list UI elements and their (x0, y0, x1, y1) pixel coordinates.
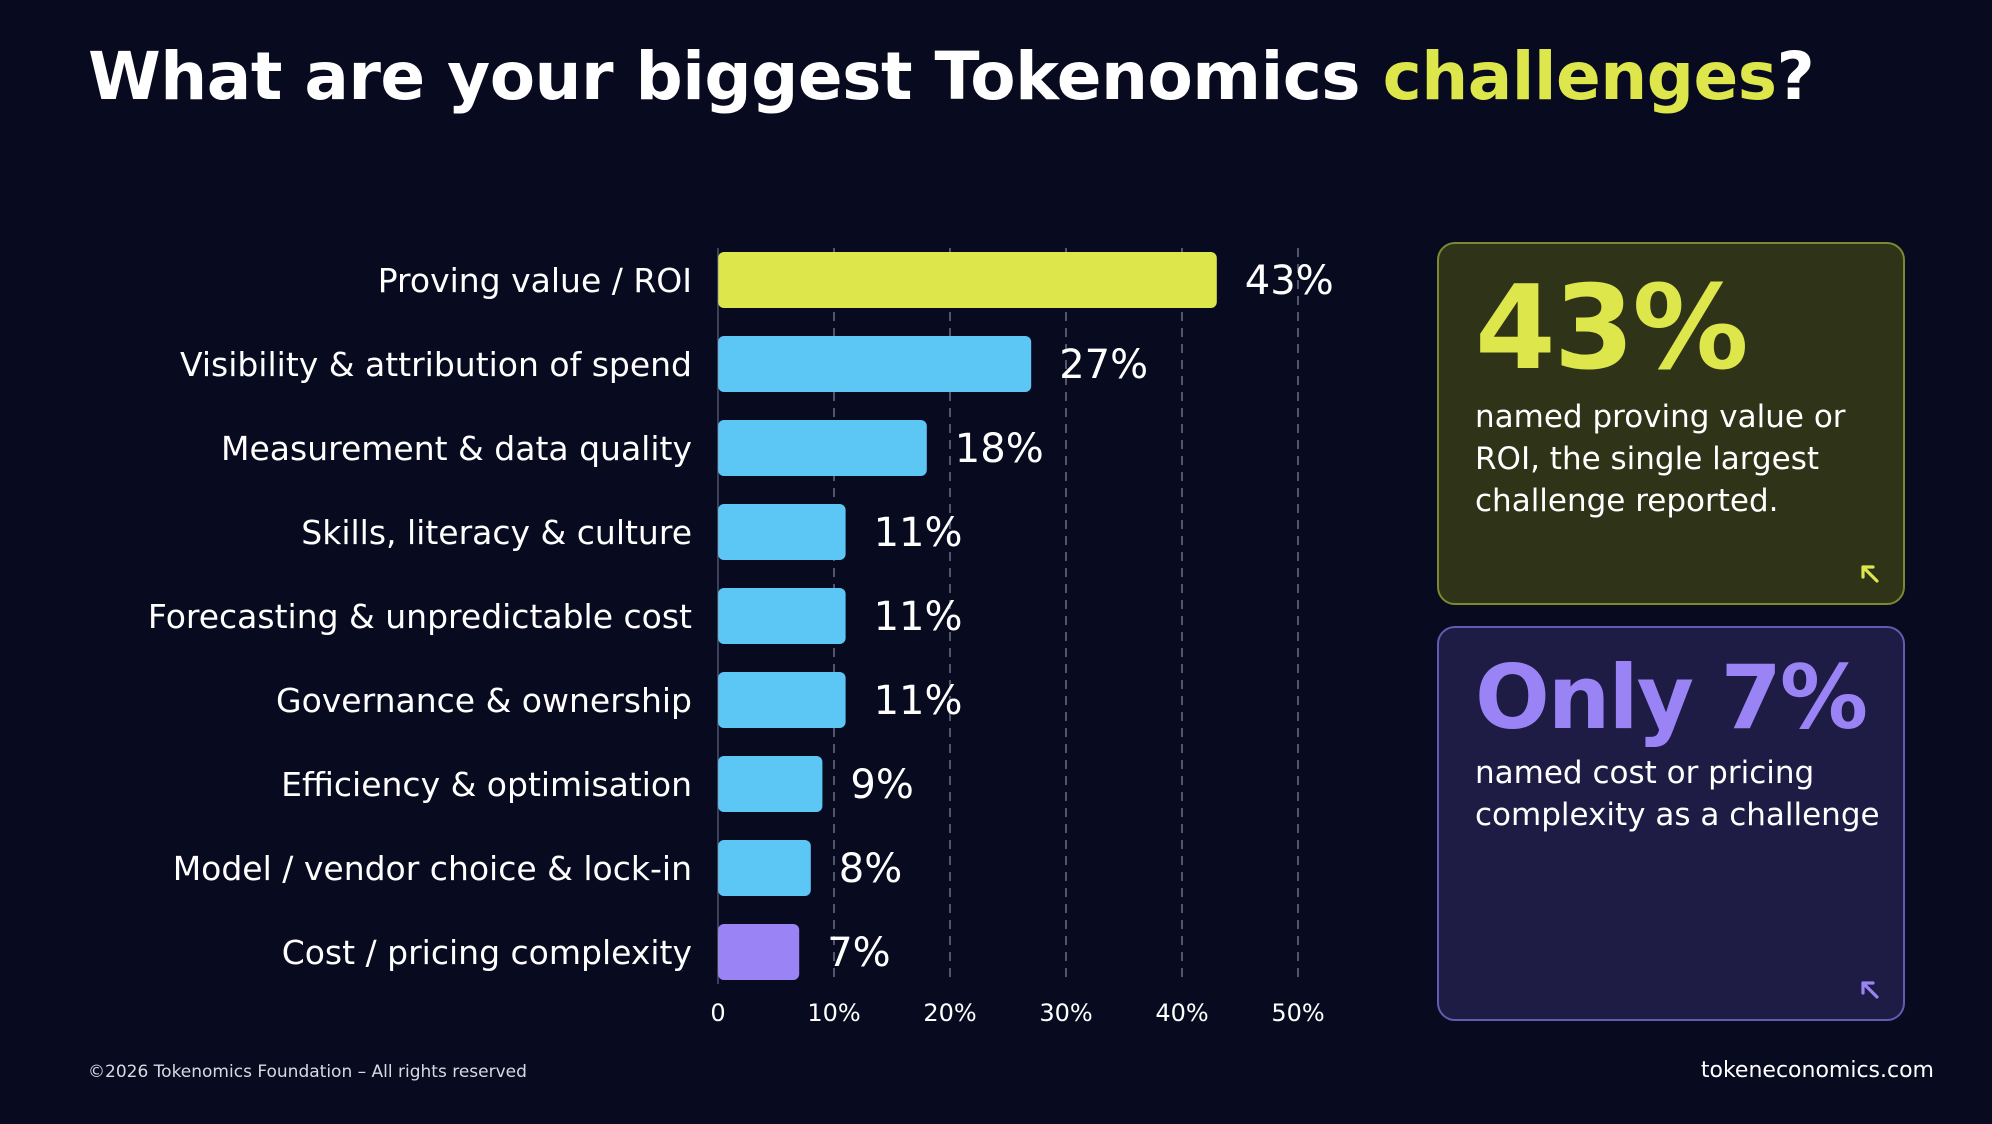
category-label-2: Visibility & attribution of spend (180, 345, 692, 384)
x-tick-label-30: 30% (1039, 999, 1092, 1027)
stat-card-roi-text: named proving value or ROI, the single l… (1475, 398, 1846, 519)
bar-6 (718, 672, 846, 728)
category-label-7: Efficiency & optimisation (281, 765, 692, 804)
category-label-8: Model / vendor choice & lock-in (173, 849, 692, 888)
value-label-2: 27% (1059, 342, 1148, 388)
stat-card-cost-text: named cost or pricing complexity as a ch… (1475, 755, 1880, 834)
value-label-7: 9% (850, 762, 913, 808)
bar-4 (718, 504, 846, 560)
category-label-9: Cost / pricing complexity (282, 933, 692, 972)
stat-card-roi: 43% named proving value or ROI, the sing… (1437, 242, 1905, 605)
category-label-5: Forecasting & unpredictable cost (148, 597, 692, 636)
stat-card-cost-value: Only 7% (1475, 646, 1868, 749)
footer-copyright: ©2026 Tokenomics Foundation – All rights… (88, 1062, 527, 1082)
category-label-3: Measurement & data quality (221, 429, 692, 468)
bar-1 (718, 252, 1217, 308)
x-tick-label-40: 40% (1155, 999, 1208, 1027)
value-label-9: 7% (827, 930, 890, 976)
bar-3 (718, 420, 927, 476)
value-label-8: 8% (839, 846, 902, 892)
x-tick-label-0: 0 (710, 999, 725, 1027)
category-label-1: Proving value / ROI (378, 261, 692, 300)
arrow-up-left-icon (1861, 565, 1879, 583)
footer-site-link[interactable]: tokeneconomics.com (1700, 1058, 1934, 1083)
value-label-5: 11% (874, 594, 963, 640)
title-text-end: ? (1776, 38, 1815, 115)
category-label-6: Governance & ownership (276, 681, 692, 720)
bar-7 (718, 756, 823, 812)
stat-card-cost: Only 7% named cost or pricing complexity… (1437, 626, 1905, 1021)
stat-card-roi-value: 43% (1475, 261, 1749, 396)
x-tick-label-50: 50% (1271, 999, 1324, 1027)
value-label-6: 11% (874, 678, 963, 724)
value-label-1: 43% (1245, 258, 1334, 304)
category-label-4: Skills, literacy & culture (301, 513, 692, 552)
value-label-4: 11% (874, 510, 963, 556)
bar-2 (718, 336, 1032, 392)
bar-9 (718, 924, 800, 980)
title-accent-word: challenges (1382, 38, 1777, 115)
title-text-start: What are your biggest Tokenomics (88, 38, 1383, 115)
page-title: What are your biggest Tokenomics challen… (88, 38, 1815, 115)
x-tick-label-20: 20% (923, 999, 976, 1027)
bar-8 (718, 840, 811, 896)
value-label-3: 18% (955, 426, 1044, 472)
bar-5 (718, 588, 846, 644)
arrow-up-left-icon (1861, 981, 1879, 999)
x-tick-label-10: 10% (807, 999, 860, 1027)
